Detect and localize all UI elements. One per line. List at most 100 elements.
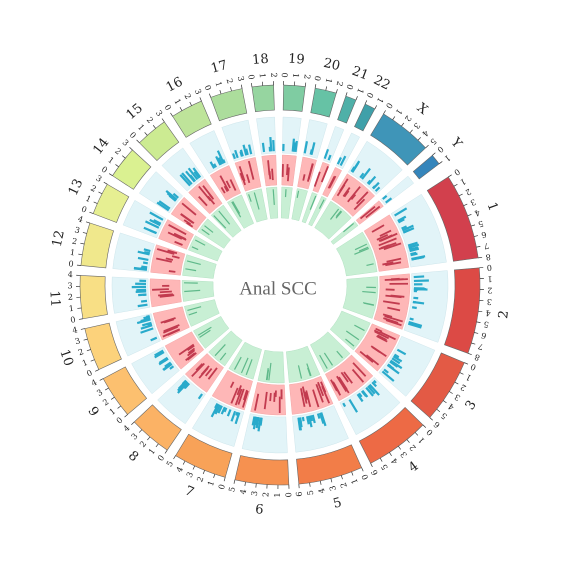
inner-mark [272, 189, 275, 206]
tick-label: 2 [77, 347, 85, 357]
tick-mark [173, 455, 176, 460]
middle-mark [191, 362, 205, 377]
tick-mark [164, 449, 168, 454]
ideogram-chr-5 [296, 444, 362, 485]
tick-mark [389, 452, 392, 456]
tick-label: 2 [339, 481, 349, 489]
middle-mark [355, 191, 369, 205]
chr-label-15: 15 [124, 101, 146, 123]
tick-mark [443, 400, 447, 404]
middle-mark [242, 389, 248, 401]
outer-mark [187, 167, 199, 181]
tick-mark [80, 242, 85, 245]
outer-mark [185, 170, 196, 183]
outer-track [111, 116, 449, 454]
outer-mark [245, 148, 249, 156]
outer-mark [396, 348, 407, 356]
outer-mark [242, 144, 248, 156]
inner-band-chr-3 [329, 310, 371, 351]
middle-mark [328, 175, 337, 189]
inner-mark [307, 367, 311, 377]
outer-mark [192, 167, 202, 178]
middle-mark [301, 386, 308, 404]
tick-label: 4 [77, 214, 85, 224]
outer-band-chr-4 [339, 376, 401, 436]
tick-label: 1 [487, 274, 492, 283]
ideogram-ring [79, 84, 481, 486]
inner-track [181, 186, 379, 384]
tick-label: 1 [108, 407, 118, 417]
tick-mark [83, 338, 88, 341]
outer-mark [401, 225, 408, 230]
tick-label: 3 [399, 450, 409, 459]
outer-mark [383, 368, 389, 374]
middle-mark [204, 368, 213, 377]
tick-label: 1 [84, 194, 92, 204]
tick-label: 0 [128, 130, 138, 140]
chr-label-13: 13 [66, 177, 87, 198]
tick-mark [335, 89, 338, 94]
inner-band-chr-9 [193, 316, 230, 349]
tick-mark [98, 191, 103, 195]
inner-mark [335, 211, 343, 219]
middle-mark [219, 175, 230, 192]
tick-mark [409, 129, 413, 134]
ideogram-chr-22 [354, 103, 376, 132]
middle-mark [350, 194, 357, 201]
outer-mark [309, 415, 314, 422]
outer-mark [381, 370, 395, 382]
ideogram-chr-19 [282, 84, 306, 112]
chr-label-2: 2 [496, 309, 512, 319]
middle-mark [383, 300, 400, 305]
middle-mark [167, 294, 175, 297]
outer-mark [339, 155, 347, 166]
tick-label: 2 [89, 184, 98, 194]
tick-label: 3 [250, 490, 260, 496]
outer-mark [216, 150, 225, 164]
tick-mark [93, 201, 98, 204]
outer-mark [258, 417, 262, 423]
middle-band-chr-20 [297, 156, 317, 190]
inner-mark [233, 356, 242, 370]
middle-mark [359, 350, 374, 363]
outer-mark [397, 218, 405, 224]
chr-label-7: 7 [182, 483, 196, 500]
inner-mark [194, 239, 206, 246]
outer-mark [411, 306, 417, 310]
tick-label: 0 [115, 416, 125, 426]
outer-mark [183, 382, 190, 389]
middle-mark [312, 389, 320, 408]
tick-label: 7 [477, 341, 484, 351]
tick-label: 0 [452, 167, 461, 177]
middle-band-chr-16 [209, 165, 242, 201]
ideogram-chr-8 [133, 404, 182, 451]
outer-mark [146, 314, 150, 318]
outer-mark [402, 228, 411, 234]
outer-mark [137, 250, 150, 256]
outer-mark [223, 407, 228, 413]
middle-band-chr-2 [373, 273, 411, 330]
tick-label: 2 [71, 237, 78, 247]
tick-label: 0 [284, 492, 293, 497]
inner-band-chr-15 [210, 204, 242, 238]
tick-mark [95, 369, 99, 372]
tick-mark [383, 110, 386, 115]
middle-mark [378, 237, 397, 247]
inner-mark [336, 350, 344, 359]
tick-label: 0 [425, 427, 435, 437]
middle-mark [321, 385, 331, 404]
tick-label: 1 [106, 155, 115, 165]
outer-mark [351, 160, 361, 173]
inner-band-chr-21 [301, 192, 318, 224]
tick-mark [473, 235, 479, 237]
middle-mark [382, 261, 394, 266]
tick-label: 3 [120, 138, 130, 148]
inner-band-chr-4 [310, 331, 351, 373]
tick-mark [80, 328, 85, 330]
tick-label: 8 [473, 352, 481, 362]
outer-mark [149, 211, 164, 221]
middle-mark [384, 315, 403, 323]
tick-mark [436, 408, 441, 412]
ideogram-chr-20 [310, 87, 337, 118]
